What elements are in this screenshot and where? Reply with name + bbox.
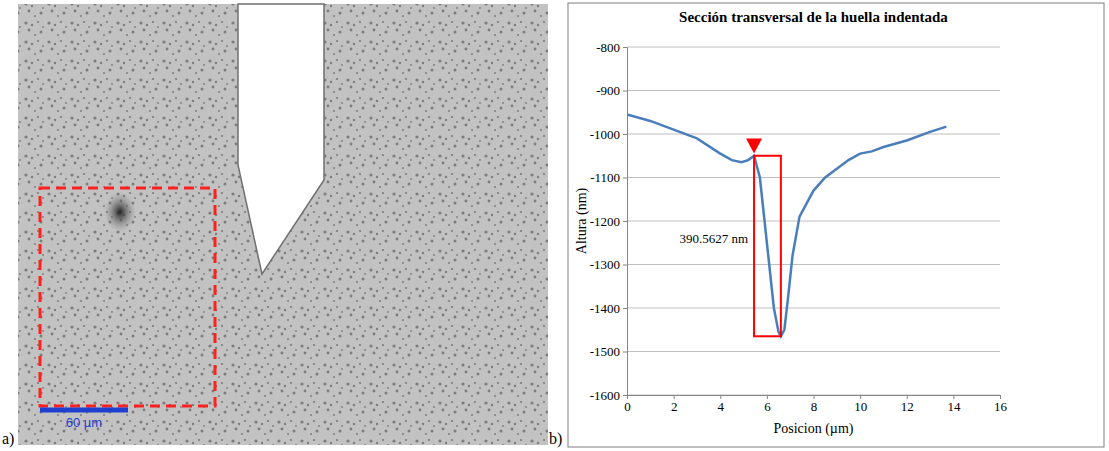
tick: -1100 xyxy=(590,170,627,185)
tick: 4 xyxy=(718,395,725,414)
tick-mark xyxy=(623,395,627,396)
tick: 14 xyxy=(947,395,961,414)
tick-label: -1300 xyxy=(590,257,620,272)
tick-label: -900 xyxy=(596,83,620,98)
tick-mark xyxy=(623,178,627,179)
annotation-label: 390.5627 nm xyxy=(680,231,749,246)
grid xyxy=(627,47,1000,395)
tick-label: 4 xyxy=(718,399,725,414)
plot-marks xyxy=(627,114,946,336)
tick-mark xyxy=(623,352,627,353)
tick: -1300 xyxy=(590,257,627,272)
tick-label: 2 xyxy=(671,399,678,414)
x-axis-title: Posicion (µm) xyxy=(773,421,853,437)
tick: 6 xyxy=(764,395,771,414)
tick: -1400 xyxy=(590,301,627,316)
figure: 60 µm a) b) Sección transversal de la huell… xyxy=(0,0,1109,451)
scale-bar xyxy=(40,408,128,413)
tick-mark xyxy=(623,265,627,266)
tick-label: -1500 xyxy=(590,344,620,359)
grid-line xyxy=(627,90,1000,91)
tick: 12 xyxy=(901,395,914,414)
tick-mark xyxy=(623,308,627,309)
tick: -800 xyxy=(596,40,627,55)
tick: -1600 xyxy=(590,388,627,403)
grid-line xyxy=(627,47,1000,48)
grid-line xyxy=(627,308,1000,309)
data-line xyxy=(627,114,946,336)
tick-label: -1400 xyxy=(590,301,620,316)
tick-mark xyxy=(623,134,627,135)
tick-label: -1600 xyxy=(590,388,620,403)
grid-line xyxy=(627,351,1000,352)
annotation-box xyxy=(754,156,781,337)
x-axis: 0 2 4 6 8 10 12 14 16 xyxy=(624,395,1007,414)
micrograph xyxy=(18,4,548,445)
scale-bar-label: 60 µm xyxy=(66,415,102,430)
grid-line xyxy=(627,177,1000,178)
tick-mark xyxy=(623,221,627,222)
chart-frame xyxy=(568,3,1104,447)
tick-label: 16 xyxy=(994,399,1008,414)
tick-label: 14 xyxy=(947,399,961,414)
indenter-tip xyxy=(238,4,324,274)
tick-label: 12 xyxy=(901,399,914,414)
panel-label: b) xyxy=(549,430,562,448)
axis-line xyxy=(623,48,628,396)
tick: 2 xyxy=(671,395,678,414)
y-axis: -1600 -1500 -1400 -1300 -1200 -1100 -1000 -900 -… xyxy=(590,40,628,403)
tick-label: -800 xyxy=(596,40,620,55)
tick-mark xyxy=(623,47,627,48)
tick: 16 xyxy=(994,395,1008,414)
region-box xyxy=(40,188,215,406)
tick-label: -1200 xyxy=(590,214,620,229)
tick: 8 xyxy=(811,395,818,414)
tick-label: 6 xyxy=(764,399,771,414)
tick-label: -1000 xyxy=(590,127,620,142)
panel-a: 60 µm xyxy=(18,4,548,445)
chart-title: Sección transversal de la huella indenta… xyxy=(679,9,948,25)
tick-label: 10 xyxy=(854,399,867,414)
panel-label: a) xyxy=(2,430,14,448)
tick-mark xyxy=(623,91,627,92)
tick: -900 xyxy=(596,83,627,98)
tick: -1500 xyxy=(590,344,627,359)
grid-line xyxy=(627,264,1000,265)
annotation-marker xyxy=(746,139,762,154)
chart: Sección transversal de la huella indenta… xyxy=(574,9,1008,437)
tick-label: 8 xyxy=(811,399,818,414)
tick-label: -1100 xyxy=(590,170,620,185)
y-axis-title: Altura (nm) xyxy=(574,187,590,254)
grid-line xyxy=(627,221,1000,222)
tick-label: 0 xyxy=(624,399,631,414)
tick: 10 xyxy=(854,395,867,414)
tick: -1200 xyxy=(590,214,627,229)
dark-spot xyxy=(104,192,136,232)
tick: -1000 xyxy=(590,127,627,142)
tick: 0 xyxy=(624,395,631,414)
